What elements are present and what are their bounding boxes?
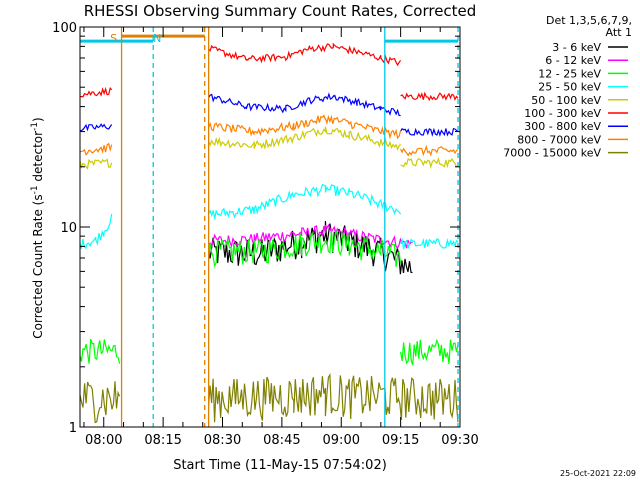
legend-label-3: 25 - 50 keV <box>538 81 601 94</box>
legend-label-2: 12 - 25 keV <box>538 67 601 80</box>
series-7 <box>79 114 459 157</box>
legend-label-1: 6 - 12 keV <box>545 54 601 67</box>
x-tick-label-1: 08:15 <box>144 433 181 448</box>
series-4 <box>79 126 459 170</box>
axes: 1 10 100 08:00 08:15 08:30 08:45 09:00 09:15 09:3… <box>52 21 479 448</box>
series-6-segment-1 <box>208 92 401 117</box>
series-6 <box>79 92 459 137</box>
series-7-segment-2 <box>400 144 459 157</box>
series-4-segment-0 <box>79 158 113 170</box>
series-3-segment-2 <box>400 237 459 250</box>
x-tick-label-5: 09:15 <box>382 433 419 448</box>
series-3-segment-1 <box>208 183 402 219</box>
x-tick-label-6: 09:30 <box>441 433 478 448</box>
x-tick-label-2: 08:30 <box>204 433 241 448</box>
y-axis-label: Corrected Count Rate (s-1 detector-1) <box>30 117 45 338</box>
y-tick-label-0: 1 <box>69 421 77 436</box>
y-tick-label-2: 100 <box>52 21 77 36</box>
x-tick-label-4: 09:00 <box>323 433 360 448</box>
series-8-segment-0 <box>79 381 121 424</box>
annotation-lines <box>120 27 459 427</box>
series-5-segment-0 <box>79 86 113 98</box>
legend-label-0: 3 - 6 keV <box>552 41 601 54</box>
series-5 <box>79 42 459 102</box>
series-layer <box>79 42 459 424</box>
chart-title: RHESSI Observing Summary Count Rates, Co… <box>84 2 477 20</box>
series-6-segment-0 <box>79 123 113 132</box>
y-axis-unit-exponent-2: -1 <box>30 122 40 131</box>
x-tick-label-0: 08:00 <box>85 433 122 448</box>
legend-label-4: 50 - 100 keV <box>531 94 601 107</box>
series-5-segment-1 <box>208 42 402 67</box>
y-axis-label-mid: detector <box>31 131 45 186</box>
legend-label-5: 100 - 300 keV <box>524 107 601 120</box>
y-axis-label-close: ) <box>31 117 45 122</box>
legend-header-1: Att 1 <box>606 26 632 39</box>
x-tick-label-3: 08:45 <box>263 433 300 448</box>
series-6-segment-2 <box>400 127 459 137</box>
legend-label-7: 800 - 7000 keV <box>517 133 601 146</box>
series-3 <box>79 183 459 250</box>
series-2-segment-1 <box>208 228 402 268</box>
series-4-segment-1 <box>208 126 401 152</box>
series-8 <box>79 372 459 424</box>
y-axis-label-main: Corrected Count Rate (s <box>31 194 45 338</box>
series-2-segment-0 <box>79 338 121 364</box>
plot-area <box>80 27 460 427</box>
legend-label-8: 7000 - 15000 keV <box>503 147 601 160</box>
series-2 <box>79 228 459 366</box>
series-4-segment-2 <box>400 156 459 170</box>
generation-timestamp: 25-Oct-2021 22:09 <box>560 469 636 478</box>
series-7-segment-1 <box>208 114 402 140</box>
series-7-segment-0 <box>79 142 113 156</box>
annotation-label-1: N <box>153 32 161 45</box>
y-tick-label-1: 10 <box>60 221 77 236</box>
x-axis-label: Start Time (11-May-15 07:54:02) <box>173 458 387 473</box>
series-8-segment-1 <box>208 372 459 423</box>
legend-label-6: 300 - 800 keV <box>524 120 601 133</box>
annotation-label-0: S <box>110 32 117 45</box>
plot-background <box>80 27 460 427</box>
legend-header-0: Det 1,3,5,6,7,9, <box>546 14 632 27</box>
series-5-segment-2 <box>400 91 459 102</box>
series-3-segment-0 <box>79 213 113 250</box>
series-2-segment-2 <box>400 338 459 366</box>
y-axis-unit-exponent: -1 <box>30 185 40 194</box>
